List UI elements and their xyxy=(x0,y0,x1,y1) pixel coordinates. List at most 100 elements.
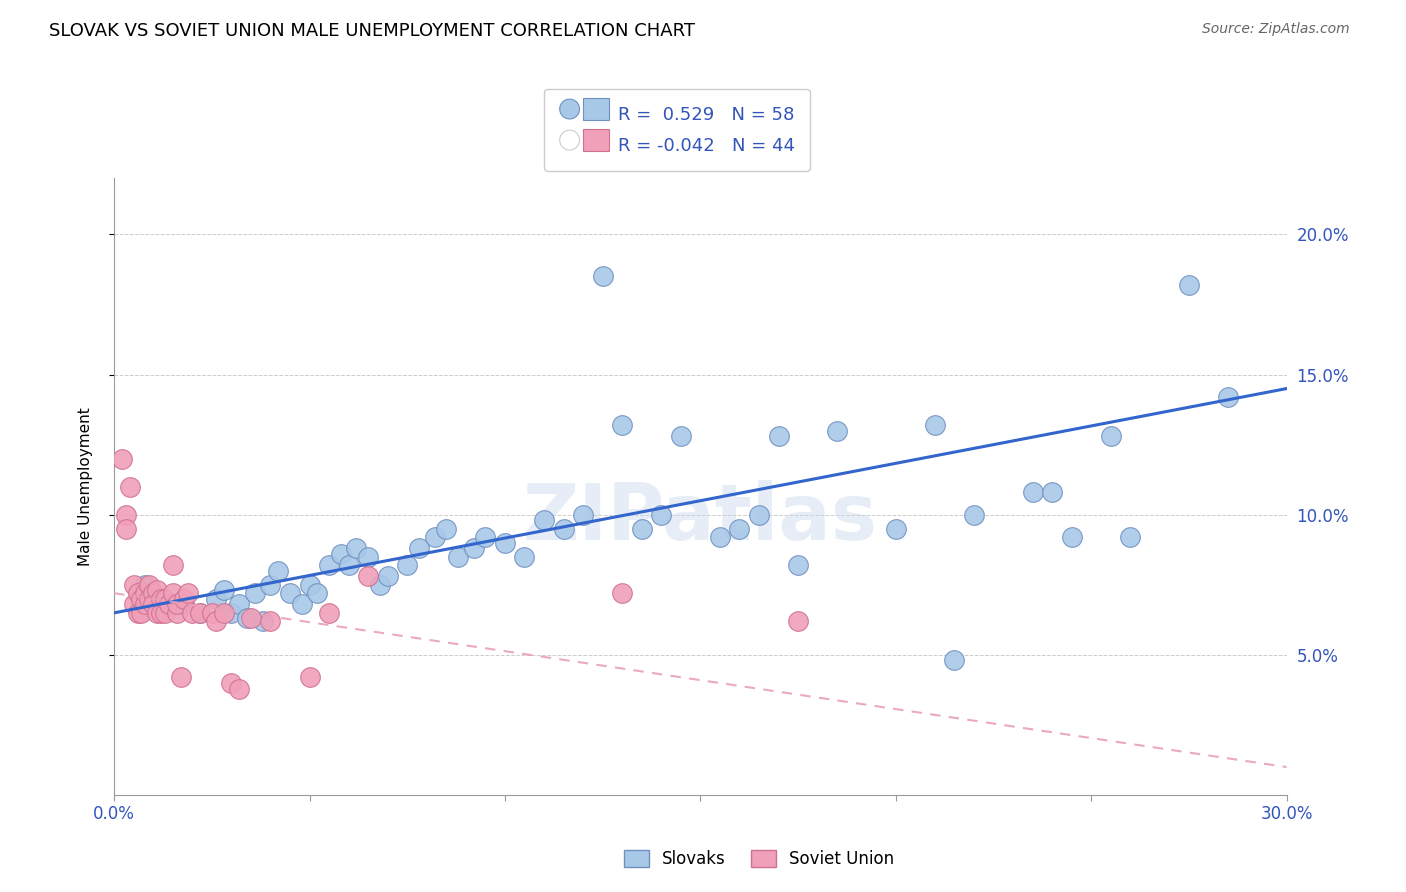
Point xyxy=(1216,390,1239,404)
Point xyxy=(131,591,153,606)
Point xyxy=(669,429,692,443)
Legend: Slovaks, Soviet Union: Slovaks, Soviet Union xyxy=(617,843,901,875)
Point xyxy=(612,417,634,432)
Point xyxy=(408,541,430,556)
Point xyxy=(188,606,211,620)
Point xyxy=(236,611,259,625)
Point xyxy=(118,480,141,494)
Point xyxy=(728,522,751,536)
Point xyxy=(368,578,391,592)
Point xyxy=(377,569,399,583)
Point xyxy=(114,522,136,536)
Point xyxy=(114,508,136,522)
Point xyxy=(131,606,153,620)
Point xyxy=(787,558,810,573)
Point xyxy=(474,530,496,544)
Point xyxy=(924,417,946,432)
Point xyxy=(572,508,595,522)
Point xyxy=(1178,277,1201,292)
Point xyxy=(434,522,457,536)
Point xyxy=(204,591,226,606)
Point xyxy=(329,547,352,561)
Point xyxy=(157,598,180,612)
Point xyxy=(181,606,204,620)
Point xyxy=(278,586,301,600)
Text: ZIPatlas: ZIPatlas xyxy=(523,480,877,556)
Point xyxy=(153,606,176,620)
Point xyxy=(1099,429,1122,443)
Point xyxy=(612,586,634,600)
Point xyxy=(122,578,145,592)
Text: Source: ZipAtlas.com: Source: ZipAtlas.com xyxy=(1202,22,1350,37)
Point xyxy=(357,549,380,564)
Point xyxy=(221,676,243,690)
Point xyxy=(212,583,235,598)
Point xyxy=(1021,485,1043,500)
Point xyxy=(122,598,145,612)
Point xyxy=(307,586,329,600)
Point xyxy=(127,586,149,600)
Point xyxy=(138,578,160,592)
Point xyxy=(291,598,314,612)
Point xyxy=(768,429,790,443)
Point xyxy=(142,598,165,612)
Point xyxy=(177,586,200,600)
Point xyxy=(188,606,211,620)
Point xyxy=(150,591,173,606)
Point xyxy=(259,578,281,592)
Point xyxy=(1060,530,1083,544)
Point xyxy=(447,549,470,564)
Point xyxy=(228,681,250,696)
Point xyxy=(150,591,173,606)
Point xyxy=(228,598,250,612)
Point xyxy=(153,591,176,606)
Point xyxy=(943,653,966,667)
Point xyxy=(396,558,419,573)
Point xyxy=(298,670,321,684)
Point xyxy=(344,541,367,556)
Point xyxy=(259,614,281,628)
Point xyxy=(252,614,274,628)
Point xyxy=(494,535,516,549)
Text: SLOVAK VS SOVIET UNION MALE UNEMPLOYMENT CORRELATION CHART: SLOVAK VS SOVIET UNION MALE UNEMPLOYMENT… xyxy=(49,22,695,40)
Point xyxy=(146,606,169,620)
Point xyxy=(787,614,810,628)
Point xyxy=(134,598,156,612)
Point xyxy=(173,591,195,606)
Point xyxy=(201,606,224,620)
Point xyxy=(357,569,380,583)
Point xyxy=(318,558,340,573)
Point xyxy=(162,558,184,573)
Point xyxy=(127,606,149,620)
Point xyxy=(169,670,191,684)
Point xyxy=(150,606,173,620)
Point xyxy=(134,586,156,600)
Point xyxy=(221,606,243,620)
Point xyxy=(318,606,340,620)
Point xyxy=(142,586,165,600)
Point xyxy=(134,578,156,592)
Point xyxy=(748,508,770,522)
Point xyxy=(1040,485,1063,500)
Point xyxy=(298,578,321,592)
Point xyxy=(963,508,986,522)
Point xyxy=(884,522,907,536)
Point xyxy=(533,513,555,527)
Point xyxy=(825,424,848,438)
Point xyxy=(166,598,188,612)
Point xyxy=(423,530,446,544)
Point xyxy=(138,591,160,606)
Point xyxy=(592,269,614,284)
Point xyxy=(162,586,184,600)
Y-axis label: Male Unemployment: Male Unemployment xyxy=(79,408,93,566)
Point xyxy=(513,549,536,564)
Point xyxy=(239,611,262,625)
Point xyxy=(243,586,266,600)
Point xyxy=(650,508,672,522)
Legend: R =  0.529   N = 58, R = -0.042   N = 44: R = 0.529 N = 58, R = -0.042 N = 44 xyxy=(544,88,810,170)
Point xyxy=(204,614,226,628)
Point xyxy=(166,606,188,620)
Point xyxy=(1119,530,1142,544)
Point xyxy=(553,522,575,536)
Point xyxy=(173,598,195,612)
